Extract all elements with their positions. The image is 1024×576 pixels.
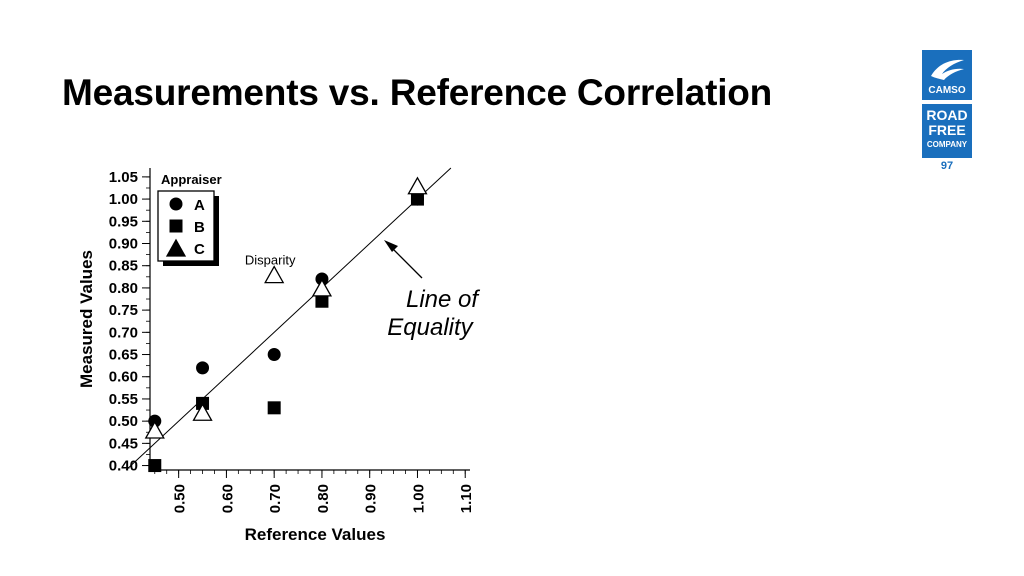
data-point-a bbox=[196, 361, 210, 375]
logo-tagline-2: FREE bbox=[928, 122, 966, 138]
equality-arrow-head bbox=[384, 240, 398, 252]
chart-ticks: 1.05 1.00 0.95 0.90 0.85 0.80 0.75 0.70 0.65 0.60… bbox=[109, 169, 475, 513]
legend-label-a: A bbox=[194, 197, 205, 214]
data-point-a bbox=[410, 192, 424, 206]
logo-tagline-1: ROAD bbox=[926, 107, 968, 123]
data-point-c bbox=[311, 278, 333, 297]
chart-points bbox=[144, 176, 428, 473]
y-tick-label: 0.50 bbox=[109, 413, 138, 430]
page-title: Measurements vs. Reference Correlation bbox=[62, 72, 773, 113]
page-number: 97 bbox=[940, 160, 954, 172]
chart-legend: Appraiser ABC bbox=[157, 172, 222, 266]
x-tick-label: 1.10 bbox=[458, 484, 475, 513]
y-tick-label: 1.00 bbox=[109, 191, 138, 208]
legend-marker-c bbox=[165, 238, 187, 257]
data-point-a bbox=[267, 348, 281, 362]
x-axis-label: Reference Values bbox=[245, 525, 386, 544]
data-point-c bbox=[264, 265, 285, 284]
legend-title: Appraiser bbox=[161, 172, 222, 187]
chart-annotations: Disparity bbox=[245, 253, 296, 268]
logo-tagline-3: COMPANY bbox=[926, 140, 968, 149]
y-tick-label: 0.90 bbox=[109, 236, 138, 253]
x-tick-label: 0.50 bbox=[172, 484, 189, 513]
camso-logo-block: CAMSO bbox=[922, 50, 972, 100]
company-logo: CAMSO ROAD FREE COMPANY bbox=[922, 50, 972, 158]
data-point-c bbox=[144, 420, 165, 439]
y-tick-label: 0.45 bbox=[109, 435, 138, 452]
y-axis-label: Measured Values bbox=[77, 250, 96, 388]
x-tick-label: 0.60 bbox=[219, 484, 236, 513]
y-tick-label: 0.40 bbox=[109, 458, 138, 475]
data-point-b bbox=[315, 294, 329, 308]
x-tick-label: 0.90 bbox=[363, 484, 380, 513]
legend-marker-a bbox=[169, 197, 183, 211]
data-point-b bbox=[267, 401, 281, 415]
legend-box bbox=[157, 190, 215, 262]
y-tick-label: 0.55 bbox=[109, 391, 138, 408]
legend-marker-b bbox=[169, 219, 183, 233]
camso-bird-icon bbox=[931, 59, 964, 80]
x-tick-label: 1.00 bbox=[410, 484, 427, 513]
y-tick-label: 1.05 bbox=[109, 169, 138, 186]
y-tick-label: 0.65 bbox=[109, 347, 138, 364]
logo-brand: CAMSO bbox=[928, 85, 966, 96]
legend-label-c: C bbox=[194, 241, 205, 258]
x-tick-label: 0.80 bbox=[315, 484, 332, 513]
y-tick-label: 0.60 bbox=[109, 369, 138, 386]
y-tick-label: 0.95 bbox=[109, 213, 138, 230]
road-free-block: ROAD FREE COMPANY bbox=[922, 104, 972, 158]
equality-line-label: Line of bbox=[406, 286, 480, 313]
equality-line-label: Equality bbox=[387, 314, 474, 341]
x-tick-label: 0.70 bbox=[267, 484, 284, 513]
y-tick-label: 0.75 bbox=[109, 302, 138, 319]
y-tick-label: 0.85 bbox=[109, 258, 138, 275]
data-point-b bbox=[148, 459, 162, 473]
data-point-c bbox=[192, 402, 213, 421]
y-tick-label: 0.70 bbox=[109, 324, 138, 341]
data-point-c bbox=[407, 176, 428, 195]
y-tick-label: 0.80 bbox=[109, 280, 138, 297]
annotation-label: Disparity bbox=[245, 253, 296, 268]
legend-label-b: B bbox=[194, 219, 205, 236]
equality-line bbox=[125, 167, 452, 471]
